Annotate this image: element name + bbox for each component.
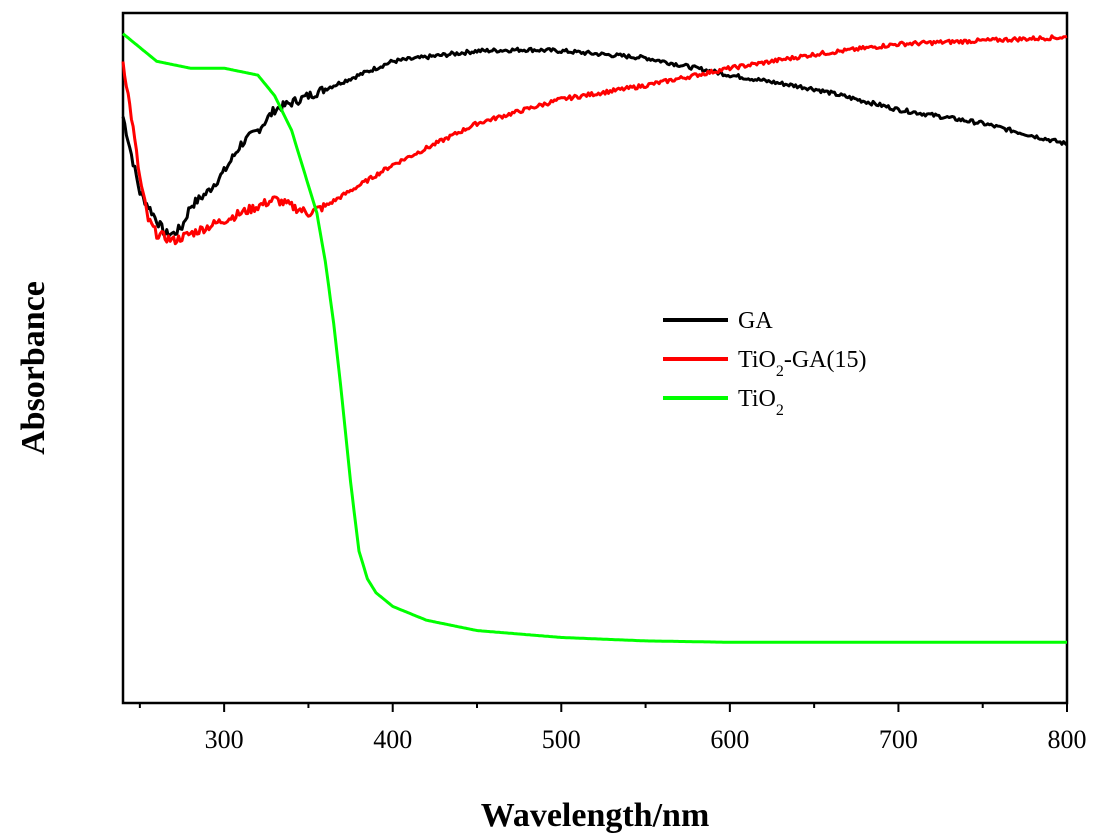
y-axis-title: Absorbance [15,281,52,455]
x-axis-tick-labels: 300 400 500 600 700 800 [205,725,1087,754]
x-tick-label: 800 [1048,725,1087,754]
x-tick-label: 500 [542,725,581,754]
legend-label: TiO2-GA(15) [738,347,866,380]
series-line-tio2 [122,32,1067,644]
legend-label: GA [738,308,773,334]
series-line-ga [121,46,1068,239]
x-tick-label: 300 [205,725,244,754]
x-tick-label: 400 [373,725,412,754]
series-lines [121,32,1068,644]
legend-label: TiO2 [738,386,784,419]
plot-area [121,11,1069,705]
x-tick-label: 700 [879,725,918,754]
plot-frame [121,11,1069,705]
series-line-tio2-ga-15- [121,34,1068,246]
x-axis-title: Wavelength/nm [481,797,710,834]
x-axis-ticks [138,703,1068,712]
legend: GA TiO2-GA(15) TiO2 [663,308,866,419]
x-tick-label: 600 [710,725,749,754]
